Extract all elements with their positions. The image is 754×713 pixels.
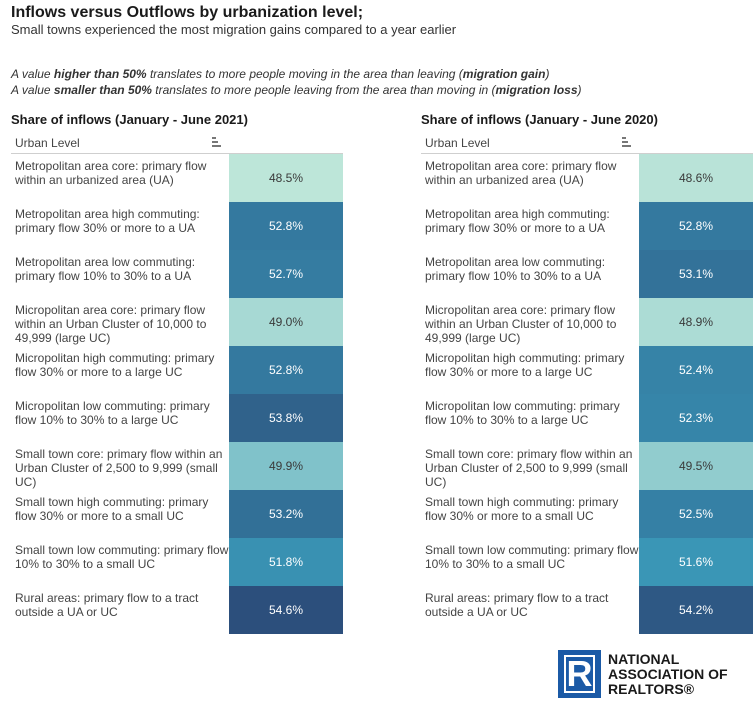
column-header-label: Urban Level [425, 136, 490, 150]
share-value-cell: 48.5% [229, 154, 343, 202]
table-row: Small town high commuting: primary flow … [421, 490, 753, 538]
share-value-cell: 51.8% [229, 538, 343, 586]
table-row: Metropolitan area low commuting: primary… [421, 250, 753, 298]
note-migration-gain: A value higher than 50% translates to mo… [11, 67, 550, 81]
table-title-2020: Share of inflows (January - June 2020) [421, 112, 658, 127]
share-value-cell: 52.8% [229, 346, 343, 394]
urban-level-label: Rural areas: primary flow to a tract out… [15, 591, 199, 619]
chart-title: Inflows versus Outflows by urbanization … [11, 4, 364, 21]
urban-level-label: Small town core: primary flow within an … [15, 447, 223, 489]
urban-level-label: Metropolitan area high commuting: primar… [15, 207, 200, 235]
urban-level-label: Micropolitan high commuting: primary flo… [425, 351, 625, 379]
urban-level-label: Small town low commuting: primary flow 1… [15, 543, 229, 571]
note-migration-loss: A value smaller than 50% translates to m… [11, 83, 582, 97]
column-header-urban-level[interactable]: Urban Level [11, 133, 343, 154]
share-value-cell: 49.9% [229, 442, 343, 490]
urban-level-label: Micropolitan area core: primary flow wit… [15, 303, 207, 345]
realtor-r-icon: R [558, 650, 601, 698]
share-value-cell: 52.8% [639, 202, 753, 250]
table-row: Metropolitan area high commuting: primar… [11, 202, 343, 250]
table-row: Micropolitan low commuting: primary flow… [11, 394, 343, 442]
urban-level-label: Small town low commuting: primary flow 1… [425, 543, 639, 571]
sort-icon[interactable] [212, 137, 221, 149]
urban-level-label: Small town high commuting: primary flow … [425, 495, 619, 523]
share-value-cell: 54.6% [229, 586, 343, 634]
table-title-2021: Share of inflows (January - June 2021) [11, 112, 248, 127]
urban-level-label: Metropolitan area high commuting: primar… [425, 207, 610, 235]
column-header-label: Urban Level [15, 136, 80, 150]
share-value-cell: 53.8% [229, 394, 343, 442]
urban-level-label: Small town core: primary flow within an … [425, 447, 633, 489]
share-value-cell: 49.5% [639, 442, 753, 490]
urban-level-label: Metropolitan area low commuting: primary… [425, 255, 606, 283]
table-row: Small town high commuting: primary flow … [11, 490, 343, 538]
share-value-cell: 52.8% [229, 202, 343, 250]
table-row: Metropolitan area core: primary flow wit… [421, 154, 753, 202]
urban-level-label: Micropolitan low commuting: primary flow… [15, 399, 210, 427]
table-row: Metropolitan area high commuting: primar… [421, 202, 753, 250]
share-value-cell: 53.1% [639, 250, 753, 298]
urban-level-label: Metropolitan area core: primary flow wit… [15, 159, 207, 187]
share-value-cell: 52.4% [639, 346, 753, 394]
table-row: Micropolitan high commuting: primary flo… [11, 346, 343, 394]
table-2020: Share of inflows (January - June 2020) U… [421, 111, 753, 634]
table-row: Micropolitan area core: primary flow wit… [11, 298, 343, 346]
urban-level-label: Metropolitan area low commuting: primary… [15, 255, 196, 283]
urban-level-label: Metropolitan area core: primary flow wit… [425, 159, 617, 187]
table-row: Small town core: primary flow within an … [421, 442, 753, 490]
nar-logo: R NATIONAL ASSOCIATION OF REALTORS® [558, 650, 748, 698]
share-value-cell: 52.7% [229, 250, 343, 298]
share-value-cell: 52.5% [639, 490, 753, 538]
logo-wordmark: NATIONAL ASSOCIATION OF REALTORS® [608, 651, 728, 697]
urban-level-label: Micropolitan low commuting: primary flow… [425, 399, 620, 427]
sort-icon[interactable] [622, 137, 631, 149]
chart-subtitle: Small towns experienced the most migrati… [11, 22, 457, 37]
table-row: Rural areas: primary flow to a tract out… [421, 586, 753, 634]
urban-level-label: Micropolitan high commuting: primary flo… [15, 351, 215, 379]
share-value-cell: 49.0% [229, 298, 343, 346]
table-2021: Share of inflows (January - June 2021) U… [11, 111, 343, 634]
share-value-cell: 48.9% [639, 298, 753, 346]
share-value-cell: 48.6% [639, 154, 753, 202]
column-header-urban-level[interactable]: Urban Level [421, 133, 753, 154]
table-row: Metropolitan area low commuting: primary… [11, 250, 343, 298]
table-row: Micropolitan high commuting: primary flo… [421, 346, 753, 394]
table-row: Micropolitan low commuting: primary flow… [421, 394, 753, 442]
urban-level-label: Small town high commuting: primary flow … [15, 495, 209, 523]
table-row: Small town low commuting: primary flow 1… [421, 538, 753, 586]
share-value-cell: 51.6% [639, 538, 753, 586]
share-value-cell: 52.3% [639, 394, 753, 442]
table-row: Metropolitan area core: primary flow wit… [11, 154, 343, 202]
table-row: Rural areas: primary flow to a tract out… [11, 586, 343, 634]
table-row: Small town core: primary flow within an … [11, 442, 343, 490]
table-row: Small town low commuting: primary flow 1… [11, 538, 343, 586]
urban-level-label: Rural areas: primary flow to a tract out… [425, 591, 609, 619]
urban-level-label: Micropolitan area core: primary flow wit… [425, 303, 617, 345]
share-value-cell: 54.2% [639, 586, 753, 634]
share-value-cell: 53.2% [229, 490, 343, 538]
table-row: Micropolitan area core: primary flow wit… [421, 298, 753, 346]
